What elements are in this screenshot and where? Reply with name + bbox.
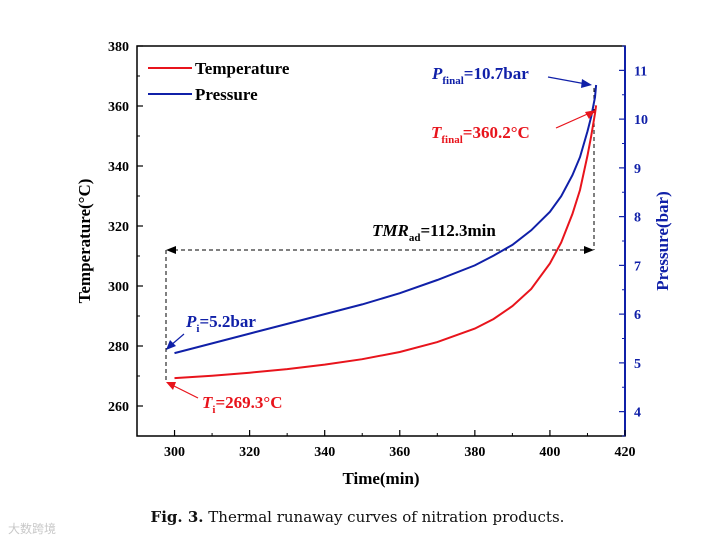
x-tick-label: 340 <box>314 445 335 460</box>
annotation-p-final: Pfinal=10.7bar <box>431 64 529 87</box>
chart: 300 320 340 360 380 400 420 260 280 300 320 340 360… <box>75 40 672 488</box>
left-tick-label: 260 <box>108 400 129 415</box>
x-tick-label: 320 <box>239 445 260 460</box>
left-axis-title: Temperature(°C) <box>75 179 94 304</box>
x-tick-label: 400 <box>539 445 560 460</box>
x-tick-label: 360 <box>389 445 410 460</box>
annotation-p-i: Pi=5.2bar <box>185 312 256 335</box>
left-tick-label: 360 <box>108 100 129 115</box>
right-tick-label: 9 <box>634 162 641 177</box>
plot-frame <box>136 45 626 437</box>
right-tick-label: 11 <box>634 64 647 79</box>
right-tick-label: 5 <box>634 357 641 372</box>
figure-caption: Fig. 3. Thermal runaway curves of nitrat… <box>0 508 715 526</box>
legend-label-pressure: Pressure <box>195 85 258 104</box>
left-axis-ticks: 260 280 300 320 340 360 380 <box>108 40 143 437</box>
annotation-t-final: Tfinal=360.2°C <box>431 123 530 146</box>
x-tick-label: 300 <box>164 445 185 460</box>
annotation-tmr: TMRad=112.3min <box>372 221 496 244</box>
left-tick-label: 280 <box>108 340 129 355</box>
left-tick-label: 320 <box>108 220 129 235</box>
annotation-arrow-t-final <box>555 110 596 129</box>
left-tick-label: 300 <box>108 280 129 295</box>
left-tick-label: 380 <box>108 40 129 55</box>
right-axis-ticks: 4 5 6 7 8 9 10 11 <box>619 45 648 437</box>
right-tick-label: 4 <box>634 406 641 421</box>
x-axis-title: Time(min) <box>342 469 419 488</box>
right-tick-label: 6 <box>634 308 641 323</box>
caption-text: Thermal runaway curves of nitration prod… <box>208 508 565 526</box>
legend-label-temperature: Temperature <box>195 59 290 78</box>
left-tick-label: 340 <box>108 160 129 175</box>
x-tick-label: 420 <box>615 445 636 460</box>
annotation-arrow-p-i <box>166 333 185 350</box>
series-line-pressure <box>174 84 598 355</box>
annotation-arrow-p-final <box>547 76 592 88</box>
caption-fig-label: Fig. 3. <box>150 508 204 526</box>
right-axis-title: Pressure(bar) <box>653 191 672 290</box>
x-tick-label: 380 <box>464 445 485 460</box>
series-line-temperature <box>174 105 598 380</box>
tmr-bracket <box>165 88 595 380</box>
annotation-t-i: Ti=269.3°C <box>202 393 282 416</box>
right-tick-label: 7 <box>634 259 641 274</box>
right-tick-label: 10 <box>634 113 648 128</box>
right-tick-label: 8 <box>634 211 641 226</box>
x-axis-ticks: 300 320 340 360 380 400 420 <box>164 430 636 460</box>
legend: Temperature Pressure <box>148 59 290 104</box>
annotation-arrow-t-i <box>166 382 199 399</box>
watermark: 大数跨境 <box>8 522 57 536</box>
